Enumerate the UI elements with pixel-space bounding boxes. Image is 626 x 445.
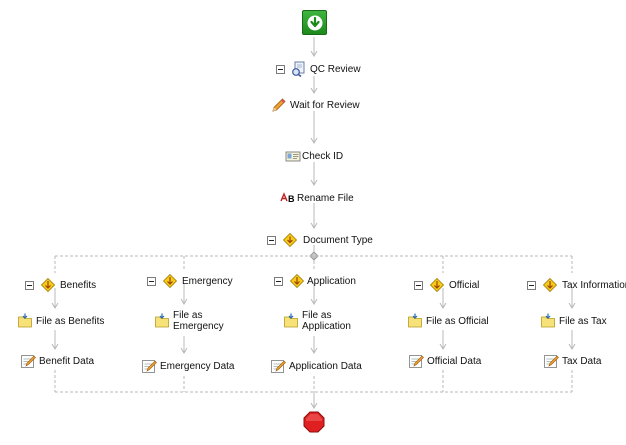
step-label: Check ID [302, 150, 344, 162]
step-label: File as Application [302, 310, 351, 332]
step-label: QC Review [310, 63, 361, 75]
connector-arrow [568, 302, 576, 309]
data-form-icon [271, 360, 286, 373]
step-benefit-data[interactable]: Benefit Data [20, 353, 94, 369]
step-file-as-application[interactable]: File as Application [283, 310, 351, 332]
branch-diamond-icon [429, 277, 445, 293]
collapse-toggle[interactable] [25, 280, 34, 290]
branch-benefits[interactable]: Benefits [25, 277, 96, 293]
connector-arrow [310, 179, 318, 186]
decision-diamond-icon [282, 232, 298, 248]
step-label: Benefit Data [39, 355, 95, 367]
collapse-toggle[interactable] [276, 64, 285, 74]
collapse-toggle[interactable] [414, 280, 423, 290]
branch-emergency[interactable]: Emergency [147, 273, 233, 289]
step-label: File as Official [426, 315, 489, 327]
branch-diamond-icon [162, 273, 178, 289]
step-label: File as Emergency [173, 310, 224, 332]
folder-icon [408, 313, 422, 328]
start-arrow-icon [307, 15, 322, 30]
connector-arrow [310, 402, 318, 409]
stop-octagon-icon[interactable] [303, 411, 325, 433]
branch-label: Official [449, 279, 480, 291]
connector-arrow [310, 137, 318, 144]
branch-diamond-icon [289, 273, 305, 289]
step-emergency-data[interactable]: Emergency Data [141, 358, 234, 374]
collapse-toggle[interactable] [274, 276, 283, 286]
step-label: Official Data [427, 355, 482, 367]
step-label: Emergency Data [160, 360, 235, 372]
collapse-toggle[interactable] [147, 276, 156, 286]
connector-arrow [310, 222, 318, 229]
connector-arrow [310, 87, 318, 94]
data-form-icon [142, 360, 157, 373]
step-label: File as Benefits [36, 315, 105, 327]
step-application-data[interactable]: Application Data [270, 358, 362, 374]
connector-arrow [51, 302, 59, 309]
folder-icon [18, 313, 32, 328]
step-file-as-tax[interactable]: File as Tax [540, 313, 607, 329]
step-label: Document Type [303, 234, 373, 246]
branch-diamond-icon [40, 277, 56, 293]
branch-label: Application [307, 275, 356, 287]
step-label: Application Data [289, 360, 362, 372]
connector-arrow [180, 347, 188, 354]
step-qc-review[interactable]: QC Review [276, 61, 361, 77]
branch-diamond-icon [542, 277, 558, 293]
branch-official[interactable]: Official [414, 277, 479, 293]
start-node[interactable] [302, 10, 327, 35]
connector-arrow [439, 343, 447, 350]
collapse-toggle[interactable] [267, 235, 276, 245]
step-file-as-benefits[interactable]: File as Benefits [17, 313, 104, 329]
branch-tax-information[interactable]: Tax Information [527, 277, 626, 293]
step-label: Rename File [297, 192, 354, 204]
step-label: Wait for Review [290, 99, 360, 111]
branch-label: Tax Information [562, 279, 626, 291]
svg-text:B: B [288, 194, 295, 204]
connector-arrow [310, 347, 318, 354]
step-check-id[interactable]: Check ID [285, 148, 343, 164]
id-card-icon [285, 151, 301, 162]
connector-arrow [439, 302, 447, 309]
data-form-icon [21, 355, 36, 368]
step-tax-data[interactable]: Tax Data [543, 353, 601, 369]
folder-icon [284, 313, 298, 328]
step-rename-file[interactable]: B Rename File [280, 190, 354, 206]
collapse-toggle[interactable] [527, 280, 536, 290]
branch-application[interactable]: Application [274, 273, 356, 289]
connector-arrow [310, 298, 318, 305]
step-official-data[interactable]: Official Data [408, 353, 481, 369]
connector-arrow [568, 343, 576, 350]
branch-label: Emergency [182, 275, 233, 287]
step-label: File as Tax [559, 315, 607, 327]
step-document-type[interactable]: Document Type [267, 232, 373, 248]
folder-icon [155, 313, 169, 328]
connector-arrow [310, 50, 318, 57]
step-label: Tax Data [562, 355, 602, 367]
rename-icon: B [280, 192, 295, 204]
data-form-icon [544, 355, 559, 368]
step-file-as-official[interactable]: File as Official [407, 313, 489, 329]
data-form-icon [409, 355, 424, 368]
connector-arrow [51, 343, 59, 350]
pencil-icon [272, 98, 286, 112]
folder-icon [541, 313, 555, 328]
branch-label: Benefits [60, 279, 97, 291]
step-file-as-emergency[interactable]: File as Emergency [154, 310, 224, 332]
connector-arrow [180, 298, 188, 305]
step-wait-for-review[interactable]: Wait for Review [271, 97, 360, 113]
qc-review-icon [292, 61, 305, 77]
